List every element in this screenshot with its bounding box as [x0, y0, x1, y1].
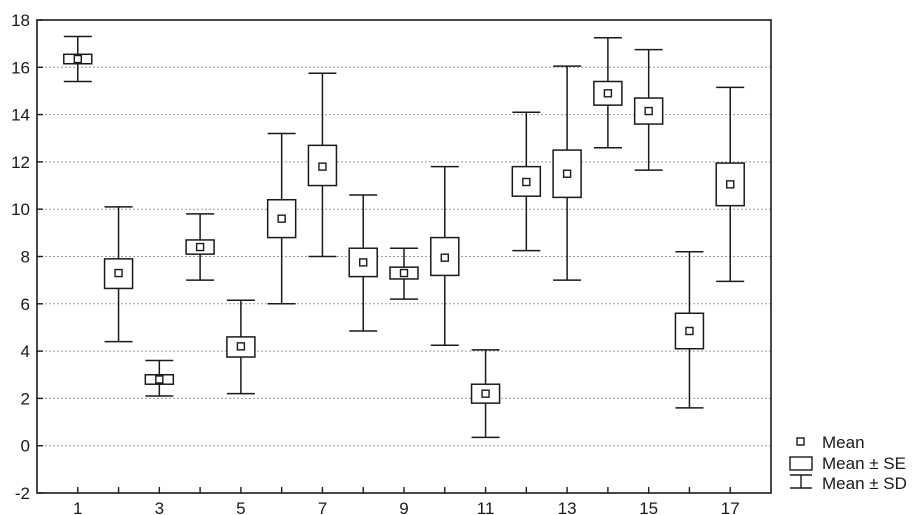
x-tick-label-0: 1: [73, 499, 82, 515]
mean-marker-3: [155, 375, 164, 384]
box-1: [63, 35, 93, 83]
box-2: [103, 206, 134, 343]
box-14: [593, 36, 623, 149]
x-tick-label-3: 7: [318, 499, 327, 515]
x-tick-label-6: 13: [558, 499, 577, 515]
y-tick-label-5: 8: [21, 248, 30, 267]
box-13: [552, 65, 582, 281]
x-tick-label-1: 3: [155, 499, 164, 515]
box-4: [185, 213, 215, 281]
legend-se-symbol: [789, 456, 813, 471]
legend-mean-symbol: [796, 437, 805, 446]
legend-se-label: Mean ± SE: [822, 454, 906, 473]
legend-mean-label: Mean: [822, 433, 865, 452]
box-10: [430, 165, 460, 346]
box-15: [633, 48, 664, 171]
legend: Mean Mean ± SE Mean ± SD: [789, 433, 907, 493]
mean-marker-11: [481, 389, 490, 398]
box-11: [470, 349, 501, 439]
y-tick-label-6: 10: [11, 200, 30, 219]
box-16: [674, 251, 705, 409]
x-tick-label-8: 17: [721, 499, 740, 515]
mean-marker-13: [562, 169, 572, 178]
y-tick-label-7: 12: [11, 153, 30, 172]
mean-marker-12: [522, 177, 531, 187]
y-tick-label-9: 16: [11, 58, 30, 77]
y-tick-label-3: 4: [21, 342, 30, 361]
x-tick-label-5: 11: [477, 499, 495, 515]
mean-marker-7: [318, 162, 327, 171]
box-3: [144, 359, 175, 397]
mean-marker-2: [114, 268, 123, 278]
box-8: [348, 194, 378, 332]
data-marks: [63, 35, 745, 439]
y-tick-label-10: 18: [11, 11, 30, 30]
legend-sd-label: Mean ± SD: [822, 474, 907, 493]
mean-marker-14: [603, 89, 613, 98]
y-tick-label-8: 14: [11, 106, 30, 125]
mean-marker-4: [195, 242, 205, 252]
box-12: [511, 111, 542, 252]
mean-marker-17: [726, 180, 735, 189]
mean-marker-1: [73, 54, 82, 64]
box-5: [226, 299, 256, 395]
box-17: [715, 86, 745, 283]
box-6: [266, 132, 297, 305]
legend-sd-symbol: [790, 474, 812, 489]
x-tick-label-2: 5: [236, 499, 245, 515]
mean-marker-8: [359, 258, 368, 267]
mean-marker-16: [685, 326, 694, 336]
mean-marker-10: [440, 253, 449, 262]
y-tick-label-0: -2: [15, 484, 30, 503]
y-tick-label-1: 0: [21, 437, 30, 456]
mean-marker-9: [399, 268, 409, 278]
se-box-13: [552, 149, 582, 199]
x-tick-label-7: 15: [639, 499, 658, 515]
se-box-6: [266, 198, 297, 239]
box-9: [389, 247, 419, 300]
y-tick-label-4: 6: [21, 295, 30, 314]
x-tick-label-4: 9: [399, 499, 408, 515]
y-tick-label-2: 2: [21, 389, 30, 408]
box-7: [307, 72, 338, 258]
mean-marker-15: [644, 106, 653, 116]
mean-marker-5: [236, 342, 246, 351]
mean-marker-6: [277, 214, 286, 223]
